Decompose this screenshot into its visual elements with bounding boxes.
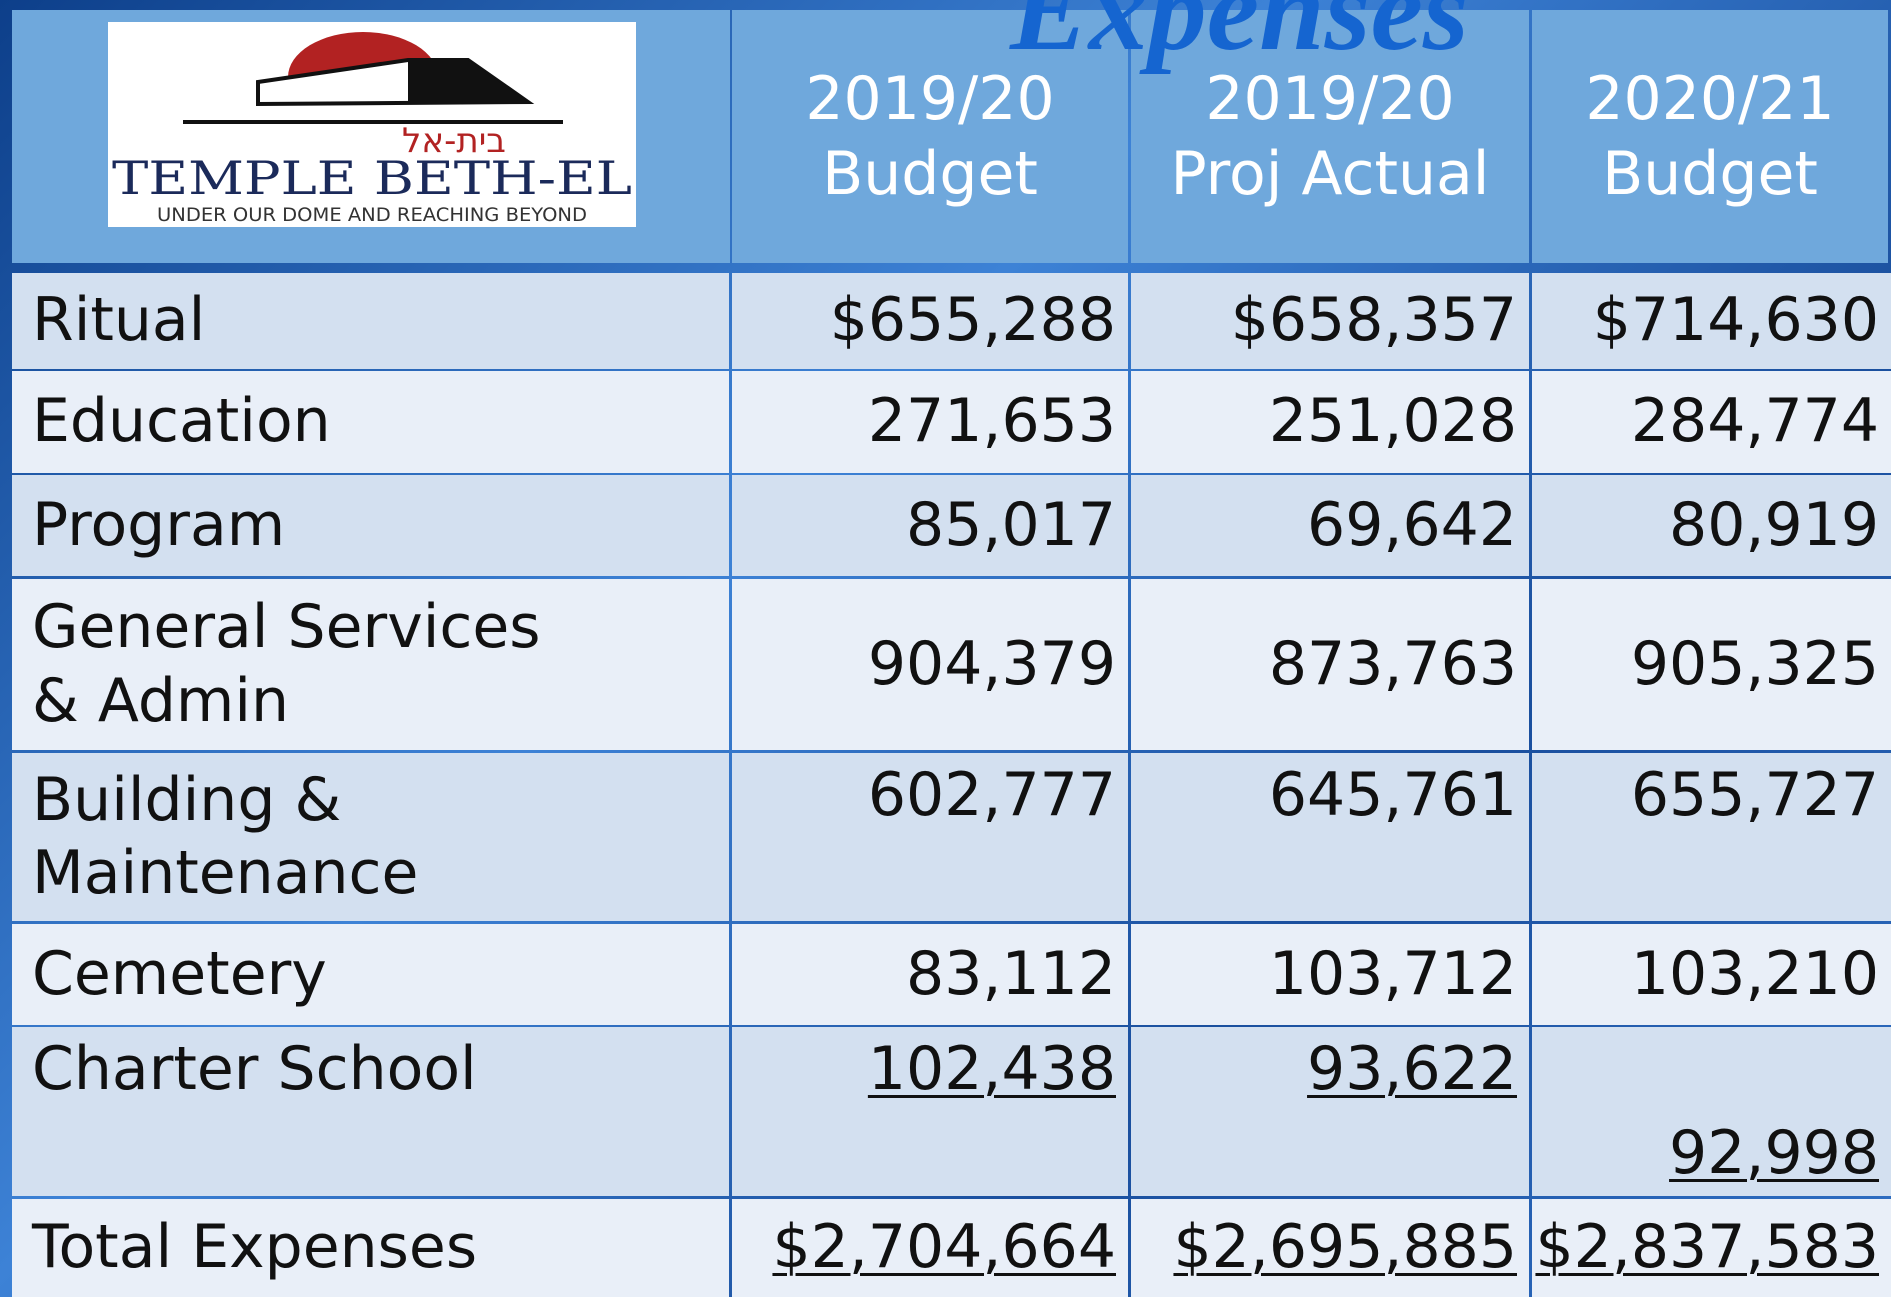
column-year: 2019/20: [1205, 63, 1455, 134]
value-cell: 271,653: [732, 371, 1128, 473]
value: 645,761: [1268, 760, 1517, 830]
row-label: Building & Maintenance: [32, 764, 419, 908]
value-cell: $658,357: [1131, 273, 1529, 369]
value-cell: 284,774: [1532, 371, 1891, 473]
value: 271,653: [867, 386, 1116, 457]
value-cell: 103,210: [1532, 924, 1891, 1025]
logo-art: בית-אל TEMPLE BETH-EL UNDER OUR DOME AND…: [112, 32, 632, 226]
value: $2,695,885: [1173, 1212, 1517, 1283]
value-cell: $655,288: [732, 273, 1128, 369]
value: 103,210: [1630, 938, 1879, 1009]
row-label-cell: General Services & Admin: [12, 579, 729, 750]
value: $2,837,583: [1535, 1212, 1879, 1283]
value-cell: 904,379: [732, 579, 1128, 750]
value: 80,919: [1669, 489, 1879, 560]
value-cell: $2,837,583: [1532, 1199, 1891, 1297]
row-label-cell: Cemetery: [12, 924, 729, 1025]
column-header: 2020/21 Budget: [1532, 10, 1888, 263]
value-cell: 102,438: [732, 1027, 1128, 1196]
value: $658,357: [1230, 285, 1517, 356]
column-year: 2020/21: [1585, 63, 1835, 134]
value-cell: 92,998: [1532, 1027, 1891, 1196]
value-cell: 873,763: [1131, 579, 1529, 750]
column-header: 2019/20 Proj Actual: [1131, 10, 1529, 263]
row-label-cell: Ritual: [12, 273, 729, 369]
row-label-cell: Building & Maintenance: [12, 753, 729, 921]
column-label: Proj Actual: [1170, 138, 1490, 209]
row-label: Cemetery: [32, 938, 327, 1009]
value: 93,622: [1307, 1034, 1517, 1104]
logo-name: TEMPLE BETH-EL: [112, 151, 632, 205]
logo-tagline: UNDER OUR DOME AND REACHING BEYOND: [157, 204, 587, 226]
row-label: General Services & Admin: [32, 592, 541, 736]
row-label: Total Expenses: [32, 1212, 478, 1283]
row-label: Charter School: [32, 1034, 477, 1104]
value: 602,777: [867, 760, 1116, 830]
logo: בית-אל TEMPLE BETH-EL UNDER OUR DOME AND…: [108, 22, 636, 227]
value-cell: 103,712: [1131, 924, 1529, 1025]
column-year: 2019/20: [805, 63, 1055, 134]
building-shade: [408, 60, 528, 102]
value: $714,630: [1592, 285, 1879, 356]
value: 284,774: [1630, 386, 1879, 457]
logo-hebrew: בית-אל: [402, 121, 506, 161]
value: 69,642: [1307, 489, 1517, 560]
value: 904,379: [867, 628, 1116, 699]
value-cell: $2,704,664: [732, 1199, 1128, 1297]
column-label: Budget: [1602, 138, 1818, 209]
value-cell: $714,630: [1532, 273, 1891, 369]
column-label: Budget: [822, 138, 1038, 209]
value-cell: 85,017: [732, 475, 1128, 576]
value: 655,727: [1630, 760, 1879, 830]
row-label-cell: Program: [12, 475, 729, 576]
value-cell: 655,727: [1532, 753, 1891, 921]
value-cell: 83,112: [732, 924, 1128, 1025]
value: 905,325: [1630, 628, 1879, 699]
value: $655,288: [829, 285, 1116, 356]
value-cell: 645,761: [1131, 753, 1529, 921]
value-cell: 602,777: [732, 753, 1128, 921]
row-label-cell: Charter School: [12, 1027, 729, 1196]
value-cell: $2,695,885: [1131, 1199, 1529, 1297]
value: 251,028: [1268, 386, 1517, 457]
value: 92,998: [1669, 1117, 1879, 1188]
value: 873,763: [1268, 628, 1517, 699]
row-label-cell: Education: [12, 371, 729, 473]
value: 102,438: [867, 1034, 1116, 1104]
value-cell: 93,622: [1131, 1027, 1529, 1196]
row-label: Ritual: [32, 285, 206, 356]
value: $2,704,664: [772, 1212, 1116, 1283]
row-label-cell: Total Expenses: [12, 1199, 729, 1297]
column-header: 2019/20 Budget: [732, 10, 1128, 263]
value: 103,712: [1268, 938, 1517, 1009]
value-cell: 80,919: [1532, 475, 1891, 576]
value-cell: 251,028: [1131, 371, 1529, 473]
value: 83,112: [906, 938, 1116, 1009]
row-label: Education: [32, 386, 331, 457]
value: 85,017: [906, 489, 1116, 560]
value-cell: 69,642: [1131, 475, 1529, 576]
title: Expenses: [1010, 0, 1469, 75]
value-cell: 905,325: [1532, 579, 1891, 750]
row-label: Program: [32, 489, 286, 560]
